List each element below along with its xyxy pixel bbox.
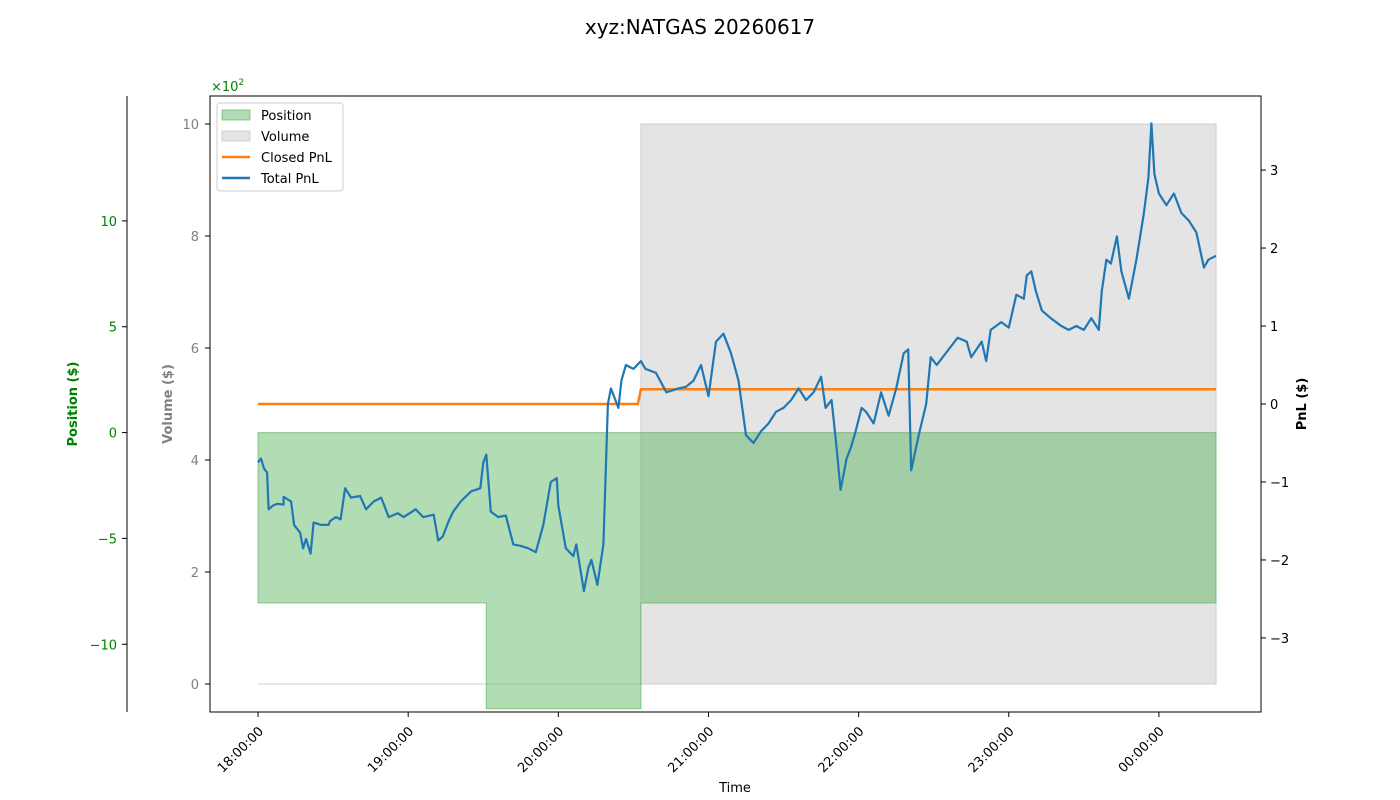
position-tick-label: −5 (98, 532, 117, 547)
position-tick-label: 5 (109, 321, 117, 336)
legend-box (216, 102, 344, 192)
x-tick-label: 22:00:00 (816, 724, 868, 776)
legend-swatch (221, 130, 251, 142)
volume-area (258, 123, 1217, 685)
total-pnl-line (257, 122, 1217, 593)
pnl-tick-label: −1 (1270, 476, 1289, 491)
legend-label: Total PnL (260, 172, 319, 187)
volume-tick-label: 8 (191, 230, 199, 245)
pnl-tick-label: −2 (1270, 554, 1289, 569)
chart-title: xyz:NATGAS 20260617 (585, 15, 815, 39)
x-axis-label: Time (718, 781, 751, 796)
volume-axis-ticks: 0 2 4 6 8 10 (182, 118, 210, 693)
x-tick-label: 19:00:00 (365, 724, 417, 776)
x-tick-label: 00:00:00 (1116, 724, 1168, 776)
volume-tick-label: 2 (191, 566, 199, 581)
position-axis-label: Position ($) (66, 362, 81, 447)
position-tick-label: 0 (109, 427, 117, 442)
position-tick-label: −10 (90, 638, 117, 653)
pnl-tick-label: 1 (1270, 320, 1278, 335)
pnl-tick-label: 3 (1270, 164, 1278, 179)
volume-tick-label: 4 (191, 454, 199, 469)
plot-fills (257, 123, 1217, 710)
pnl-tick-label: 2 (1270, 242, 1278, 257)
legend-swatch (221, 109, 251, 121)
plot-lines (257, 122, 1217, 593)
legend: Position Volume Closed PnL Total PnL (216, 102, 344, 192)
x-axis-ticks: 18:00:00 19:00:00 20:00:00 21:00:00 22:00:00… (215, 712, 1168, 776)
legend-label: Closed PnL (261, 151, 333, 166)
x-tick-label: 18:00:00 (215, 724, 267, 776)
x-tick-label: 20:00:00 (515, 724, 567, 776)
volume-tick-label: 10 (182, 118, 199, 133)
position-tick-label: 10 (100, 215, 117, 230)
position-axis-ticks: 10 5 0 −5 −10 (90, 215, 127, 653)
volume-axis-multiplier: ×102 (211, 78, 244, 95)
legend-label: Position (261, 109, 312, 124)
pnl-axis-label: PnL ($) (1295, 378, 1310, 431)
pnl-tick-label: 0 (1270, 398, 1278, 413)
volume-tick-label: 0 (191, 678, 199, 693)
pnl-axis-ticks: 3 2 1 0 −1 −2 −3 (1261, 164, 1289, 647)
legend-label: Volume (261, 130, 309, 145)
x-tick-label: 23:00:00 (966, 724, 1018, 776)
position-area (257, 432, 1217, 710)
pnl-tick-label: −3 (1270, 632, 1289, 647)
x-tick-label: 21:00:00 (665, 724, 717, 776)
volume-axis-label: Volume ($) (161, 364, 176, 444)
volume-tick-label: 6 (191, 342, 199, 357)
